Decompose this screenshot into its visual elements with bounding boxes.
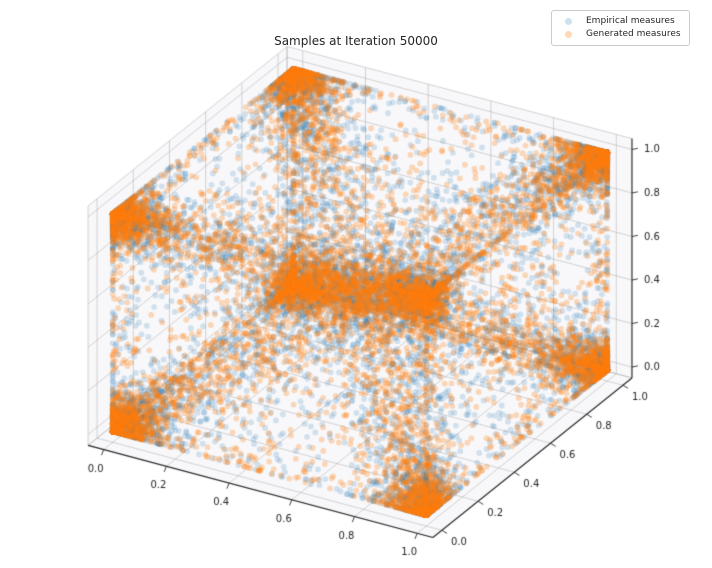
legend-marker-empirical-icon (565, 18, 572, 25)
legend-label-empirical: Empirical measures (586, 16, 675, 26)
legend-marker-generated-icon (565, 31, 572, 38)
legend: Empirical measures Generated measures (551, 10, 690, 46)
chart-title: Samples at Iteration 50000 (274, 34, 438, 48)
legend-item-empirical: Empirical measures (559, 15, 681, 28)
legend-label-generated: Generated measures (586, 29, 681, 39)
legend-item-generated: Generated measures (559, 28, 681, 41)
